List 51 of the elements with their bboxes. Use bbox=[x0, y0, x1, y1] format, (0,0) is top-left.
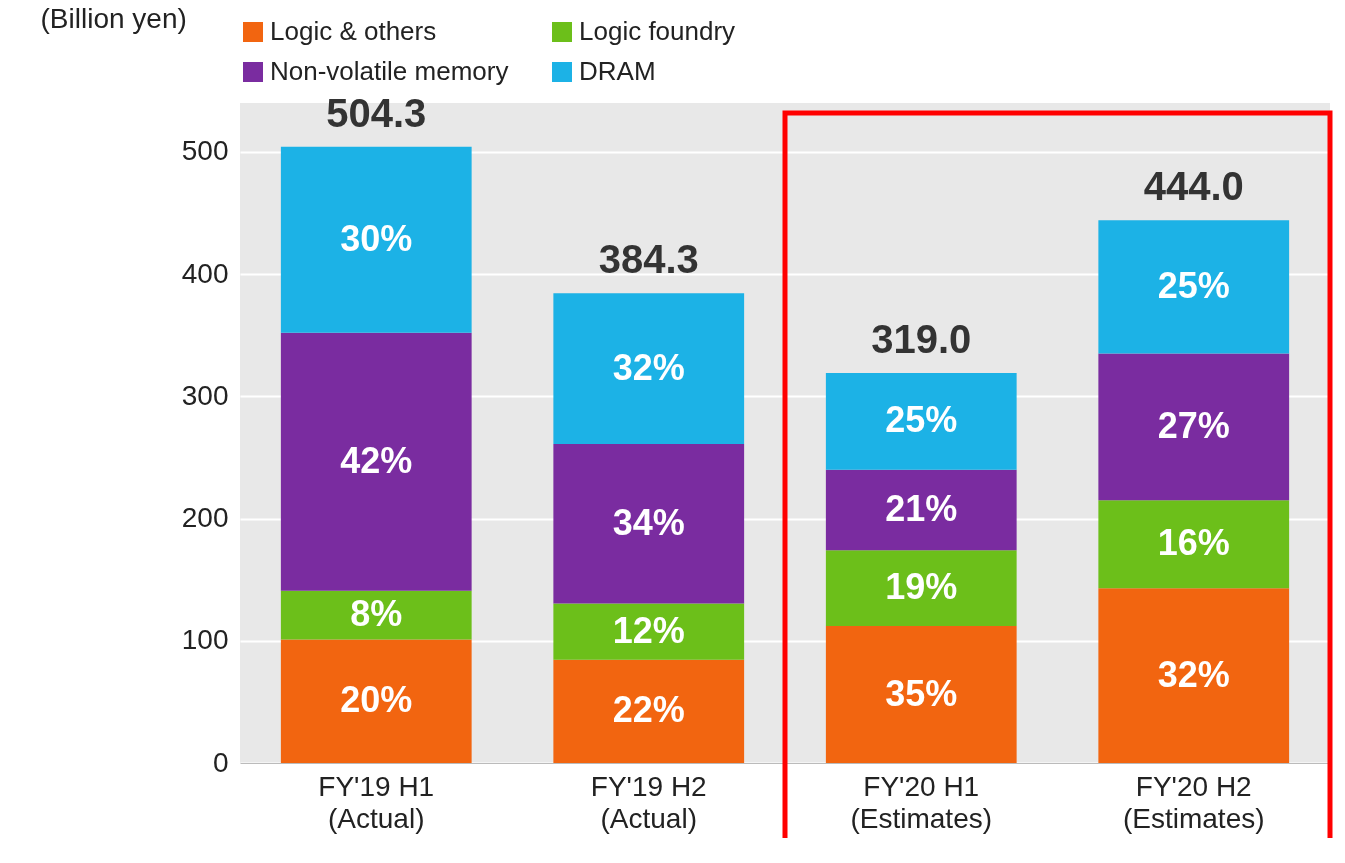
bar bbox=[553, 603, 745, 660]
x-tick-label: FY'19 H1 (Actual) bbox=[318, 770, 435, 834]
bar bbox=[553, 293, 745, 444]
legend-label: Non-volatile memory bbox=[270, 56, 509, 86]
total-label: 444.0 bbox=[1143, 164, 1244, 209]
y-tick-label: 300 bbox=[181, 379, 229, 411]
bar bbox=[553, 444, 745, 604]
bar bbox=[280, 332, 472, 591]
y-tick-label: 200 bbox=[181, 502, 229, 534]
legend-label: DRAM bbox=[579, 56, 656, 86]
annotation: 25% bbox=[1157, 264, 1230, 306]
y-tick-label: 500 bbox=[181, 135, 229, 167]
annotation: 42% bbox=[340, 439, 413, 481]
bar bbox=[280, 146, 472, 333]
bar bbox=[825, 469, 1017, 551]
bar bbox=[553, 659, 745, 763]
annotation: 25% bbox=[885, 399, 958, 441]
annotation: 35% bbox=[885, 672, 958, 714]
bar bbox=[1098, 220, 1290, 354]
bar bbox=[825, 550, 1017, 627]
annotation: 19% bbox=[885, 566, 958, 608]
total-label: 319.0 bbox=[871, 317, 972, 362]
annotation: 20% bbox=[340, 679, 413, 721]
bar bbox=[280, 590, 472, 640]
legend-label: Logic & others bbox=[270, 16, 437, 46]
total-label: 504.3 bbox=[326, 90, 427, 135]
bar bbox=[1098, 500, 1290, 589]
bar bbox=[825, 373, 1017, 470]
bar bbox=[280, 639, 472, 763]
y-tick-label: 100 bbox=[181, 624, 229, 656]
annotation: 8% bbox=[350, 593, 403, 635]
annotation: 22% bbox=[612, 689, 685, 731]
y-tick-label: 400 bbox=[181, 257, 229, 289]
annotation: 30% bbox=[340, 217, 413, 259]
annotation: 16% bbox=[1157, 522, 1230, 564]
y-axis-title: (Billion yen) bbox=[40, 2, 187, 34]
annotation: 32% bbox=[612, 346, 685, 388]
x-tick-label: FY'20 H2 (Estimates) bbox=[1122, 770, 1265, 834]
y-tick-label: 0 bbox=[212, 746, 229, 778]
bar bbox=[1098, 588, 1290, 763]
annotation: 12% bbox=[612, 609, 685, 651]
bar bbox=[825, 626, 1017, 763]
x-tick-label: FY'20 H1 (Estimates) bbox=[850, 770, 993, 834]
annotation: 27% bbox=[1157, 404, 1230, 446]
total-label: 384.3 bbox=[598, 237, 699, 282]
annotation: 21% bbox=[885, 488, 958, 529]
annotation: 34% bbox=[612, 501, 685, 543]
annotation: 32% bbox=[1157, 653, 1230, 695]
legend-label: Logic foundry bbox=[579, 16, 736, 46]
bar bbox=[1098, 353, 1290, 501]
x-tick-label: FY'19 H2 (Actual) bbox=[590, 770, 707, 834]
